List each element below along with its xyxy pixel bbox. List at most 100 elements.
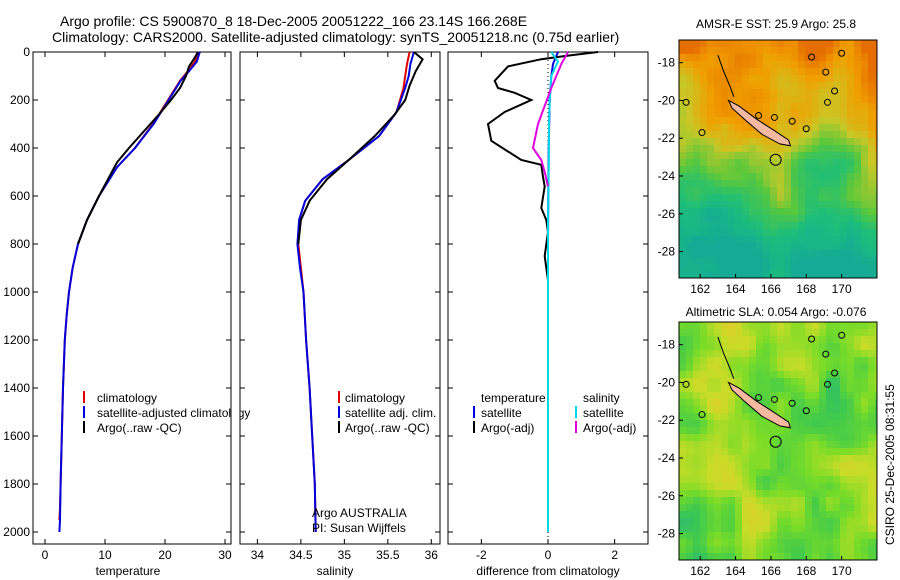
map-cell	[721, 145, 728, 152]
map-cell	[826, 173, 833, 180]
map-cell	[686, 215, 693, 222]
map-cell	[777, 264, 784, 271]
map-cell	[700, 138, 707, 145]
map-cell	[693, 152, 700, 159]
map-cell	[777, 187, 784, 194]
y-tick-label: -20	[658, 375, 676, 389]
map-cell	[707, 68, 714, 75]
map-cell	[875, 406, 877, 413]
map-cell	[735, 222, 742, 229]
map-cell	[770, 208, 777, 215]
map-cell	[679, 180, 686, 187]
map-cell	[763, 47, 770, 54]
map-cell	[854, 497, 861, 504]
map-cell	[819, 532, 826, 539]
map-cell	[805, 420, 812, 427]
map-cell	[700, 194, 707, 201]
map-cell	[854, 215, 861, 222]
map-cell	[784, 152, 791, 159]
map-cell	[735, 173, 742, 180]
map-cell	[833, 250, 840, 257]
map-cell	[749, 264, 756, 271]
map-cell	[861, 350, 868, 357]
new-caledonia-island	[727, 99, 792, 147]
map-cell	[742, 462, 749, 469]
map-cell	[777, 229, 784, 236]
map-cell	[714, 469, 721, 476]
map-cell	[700, 159, 707, 166]
map-cell	[777, 427, 784, 434]
map-cell	[714, 322, 721, 329]
map-cell	[756, 539, 763, 546]
map-cell	[742, 40, 749, 47]
map-cell	[763, 483, 770, 490]
map-cell	[679, 250, 686, 257]
map-cell	[861, 511, 868, 518]
map-cell	[693, 378, 700, 385]
map-cell	[735, 40, 742, 47]
map-cell	[805, 350, 812, 357]
map-cell	[777, 469, 784, 476]
map-cell	[819, 385, 826, 392]
map-cell	[868, 152, 875, 159]
map-cell	[833, 525, 840, 532]
map-cell	[819, 378, 826, 385]
map-cell	[798, 406, 805, 413]
map-cell	[875, 399, 877, 406]
map-cell	[721, 336, 728, 343]
map-cell	[714, 257, 721, 264]
map-cell	[875, 110, 877, 117]
map-cell	[854, 110, 861, 117]
map-cell	[805, 96, 812, 103]
map-cell	[805, 511, 812, 518]
map-cell	[861, 103, 868, 110]
map-cell	[728, 434, 735, 441]
map-cell	[742, 89, 749, 96]
map-cell	[742, 532, 749, 539]
legend-label: Argo(-adj)	[481, 421, 534, 435]
map-cell	[686, 378, 693, 385]
map-cell	[714, 504, 721, 511]
map-cell	[679, 511, 686, 518]
map-cell	[854, 462, 861, 469]
map-cell	[728, 539, 735, 546]
map-cell	[868, 448, 875, 455]
small-island	[682, 380, 690, 388]
map-cell	[756, 350, 763, 357]
map-cell	[805, 124, 812, 131]
map-cell	[812, 243, 819, 250]
map-cell	[770, 264, 777, 271]
map-cell	[763, 68, 770, 75]
map-cell	[791, 96, 798, 103]
map-cell	[707, 215, 714, 222]
legend-title-temperature: temperature	[481, 391, 546, 405]
map-cell	[798, 518, 805, 525]
map-cell	[875, 82, 877, 89]
map-cell	[707, 229, 714, 236]
map-cell	[784, 364, 791, 371]
map-cell	[700, 406, 707, 413]
map-cell	[700, 257, 707, 264]
map-cell	[693, 208, 700, 215]
map-cell	[840, 525, 847, 532]
map-cell	[798, 250, 805, 257]
map-cell	[749, 96, 756, 103]
map-cell	[756, 250, 763, 257]
map-cell	[798, 497, 805, 504]
map-cell	[784, 159, 791, 166]
map-cell	[700, 243, 707, 250]
map-cell	[693, 110, 700, 117]
map-cell	[742, 82, 749, 89]
map-cell	[728, 68, 735, 75]
map-cell	[756, 420, 763, 427]
map-cell	[749, 257, 756, 264]
map-cell	[868, 124, 875, 131]
figure-title-line2: Climatology: CARS2000. Satellite-adjuste…	[52, 29, 619, 45]
map-cell	[875, 271, 877, 278]
map-cell	[847, 82, 854, 89]
map-cell	[735, 61, 742, 68]
map-cell	[714, 455, 721, 462]
map-cell	[679, 54, 686, 61]
map-cell	[756, 215, 763, 222]
map-cell	[756, 392, 763, 399]
